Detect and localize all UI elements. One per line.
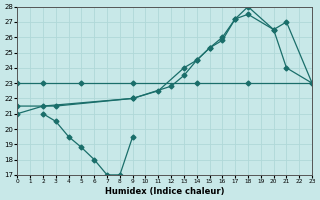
X-axis label: Humidex (Indice chaleur): Humidex (Indice chaleur) xyxy=(105,187,224,196)
